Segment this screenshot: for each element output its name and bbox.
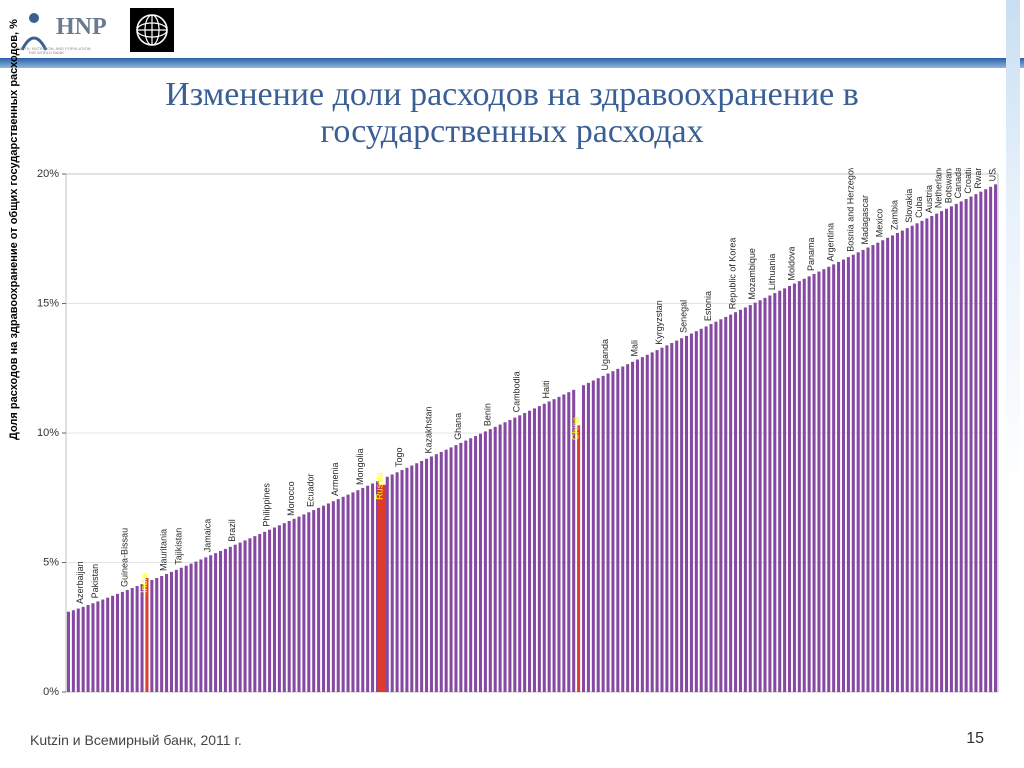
svg-text:10%: 10% [37,427,59,439]
svg-text:Senegal: Senegal [679,300,689,333]
svg-text:Panama: Panama [806,237,816,271]
svg-text:Rwanda: Rwanda [973,168,983,189]
svg-text:THE WORLD BANK: THE WORLD BANK [28,50,64,54]
svg-text:Bosnia and Herzegovina: Bosnia and Herzegovina [845,168,855,252]
svg-text:Madagascar: Madagascar [860,195,870,245]
svg-text:Netherlands: Netherlands [934,168,944,208]
svg-text:Ghana: Ghana [453,413,463,440]
svg-text:Moldova: Moldova [786,247,796,281]
svg-text:Kazakhstan: Kazakhstan [423,406,433,453]
svg-text:Kyrgyzstan: Kyrgyzstan [654,300,664,345]
svg-text:Argentina: Argentina [826,223,836,262]
title-line-2: государственных расходах [320,113,703,150]
svg-text:Pakistan: Pakistan [90,564,100,599]
svg-text:Mali: Mali [629,340,639,357]
svg-text:20%: 20% [37,168,59,180]
svg-text:Mexico: Mexico [875,209,885,238]
right-accent-strip [1006,0,1020,768]
svg-text:Botswana: Botswana [943,168,953,203]
svg-text:Slovakia: Slovakia [904,189,914,223]
svg-text:Austria: Austria [924,185,934,213]
svg-text:Lithuania: Lithuania [767,254,777,291]
svg-text:Mongolia: Mongolia [355,448,365,485]
svg-text:Estonia: Estonia [703,291,713,321]
svg-text:Cambodia: Cambodia [512,371,522,412]
title-line-1: Изменение доли расходов на здравоохранен… [165,76,859,113]
svg-text:Armenia: Armenia [330,463,340,497]
svg-text:Azerbaijan: Azerbaijan [75,561,85,604]
svg-text:Tajikistan: Tajikistan [173,528,183,565]
bar-chart: 0% 5% 10% 15% 20% Azerbaijan Pakistan Guinea-Bi… [30,168,1002,712]
svg-text:Croatia: Croatia [963,168,973,194]
svg-text:Cuba: Cuba [914,196,924,218]
svg-text:India: India [139,574,149,594]
svg-text:HNP: HNP [56,14,107,40]
svg-text:Brazil: Brazil [227,519,237,542]
svg-text:Benin: Benin [482,403,492,426]
svg-text:Republic of Korea: Republic of Korea [728,238,738,310]
svg-text:Zambia: Zambia [889,200,899,230]
svg-text:USA: USA [988,168,998,181]
svg-text:Philippines: Philippines [262,483,272,527]
svg-text:China: China [571,417,581,441]
svg-text:15%: 15% [37,298,59,310]
svg-text:Russia: Russia [374,472,384,500]
world-bank-logo [130,8,174,52]
hnp-logo: HNP HEALTH, NUTRITION, AND POPULATION TH… [12,6,122,54]
svg-text:Guinea-Bissau: Guinea-Bissau [119,528,129,587]
svg-text:Uganda: Uganda [600,339,610,371]
slide-title: Изменение доли расходов на здравоохранен… [30,76,994,151]
svg-text:Jamaica: Jamaica [203,519,213,553]
svg-text:Morocco: Morocco [286,481,296,516]
svg-text:Mozambique: Mozambique [747,248,757,300]
svg-text:5%: 5% [43,557,59,569]
page-number: 15 [966,730,984,748]
svg-text:Canada: Canada [953,168,963,198]
svg-text:Ecuador: Ecuador [306,474,316,508]
svg-text:Togo: Togo [394,447,404,467]
svg-text:Mauritania: Mauritania [159,529,169,571]
svg-text:Haiti: Haiti [541,380,551,398]
svg-text:0%: 0% [43,686,59,698]
slide-root: HNP HEALTH, NUTRITION, AND POPULATION TH… [0,0,1024,768]
y-axis-label: Доля расходов на здравоохранение от общи… [8,19,20,440]
source-text: Kutzin и Всемирный банк, 2011 г. [30,732,242,748]
top-accent-stripe [0,58,1024,68]
